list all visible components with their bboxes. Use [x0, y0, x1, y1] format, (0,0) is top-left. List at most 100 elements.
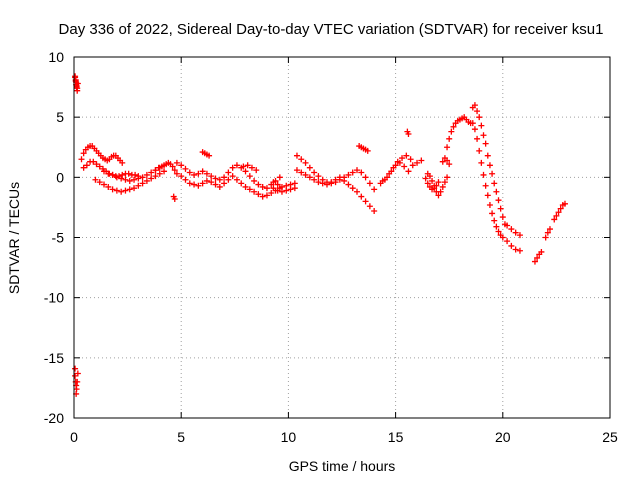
data-point [229, 164, 236, 171]
data-point [362, 174, 369, 181]
data-point [336, 174, 343, 181]
data-point [493, 188, 500, 195]
data-point [105, 183, 112, 190]
data-point [276, 174, 283, 181]
x-tick-label: 0 [70, 429, 78, 445]
data-point [255, 181, 262, 188]
x-axis-label: GPS time / hours [289, 458, 396, 474]
data-point [504, 222, 511, 229]
data-point [186, 180, 193, 187]
data-point [182, 165, 189, 172]
data-point [553, 212, 560, 219]
data-point [251, 188, 258, 195]
data-point [195, 182, 202, 189]
data-point [109, 171, 116, 178]
data-point [171, 195, 178, 202]
data-point [118, 175, 125, 182]
axis-ticks: 0 5 10 15 20 25 -20 -15 -10 -5 0 5 10 [44, 49, 618, 445]
data-point [302, 159, 309, 166]
data-point [206, 152, 213, 159]
data-point [270, 185, 277, 192]
data-point [195, 170, 202, 177]
data-point [242, 183, 249, 190]
x-tick-label: 20 [495, 429, 511, 445]
data-point [203, 170, 210, 177]
data-point [422, 175, 429, 182]
data-point [105, 170, 112, 177]
data-point [259, 193, 266, 200]
data-point [388, 168, 395, 175]
y-tick-label: -5 [52, 230, 65, 246]
data-point [306, 174, 313, 181]
data-point [178, 173, 185, 180]
data-point [216, 183, 223, 190]
data-point [169, 163, 176, 170]
data-point [495, 228, 502, 235]
data-point [516, 247, 523, 254]
data-point [366, 203, 373, 210]
data-point [497, 205, 504, 212]
data-point [358, 193, 365, 200]
data-point [435, 192, 442, 199]
data-point [229, 173, 236, 180]
data-point [544, 229, 551, 236]
data-point [152, 167, 159, 174]
data-point [444, 174, 451, 181]
data-point [431, 182, 438, 189]
data-point [78, 156, 85, 163]
data-point [405, 168, 412, 175]
data-point [253, 167, 260, 174]
data-point [178, 162, 185, 169]
data-point [512, 246, 519, 253]
data-point [126, 177, 133, 184]
data-point [248, 164, 255, 171]
data-point [274, 187, 281, 194]
data-point [561, 200, 568, 207]
x-tick-label: 15 [388, 429, 404, 445]
y-tick-label: -15 [44, 350, 64, 366]
x-tick-label: 10 [281, 429, 297, 445]
plot-frame [73, 56, 611, 419]
data-point [444, 144, 451, 151]
data-point [122, 176, 129, 183]
data-point [122, 187, 129, 194]
data-point [354, 167, 361, 174]
data-point [74, 370, 81, 377]
data-point [131, 176, 138, 183]
data-point [173, 159, 180, 166]
y-tick-label: 0 [56, 169, 64, 185]
data-point [298, 169, 305, 176]
data-point [101, 181, 108, 188]
data-point [439, 183, 446, 190]
y-axis-label: SDTVAR / TECUs [6, 182, 22, 294]
data-point [287, 186, 294, 193]
data-point [401, 163, 408, 170]
data-point [396, 159, 403, 166]
data-point [512, 229, 519, 236]
data-point [293, 167, 300, 174]
data-point [429, 177, 436, 184]
data-point [221, 174, 228, 181]
data-point [538, 248, 545, 255]
data-point [143, 171, 150, 178]
data-point [403, 152, 410, 159]
data-point [135, 182, 142, 189]
data-point [379, 177, 386, 184]
y-tick-label: 5 [56, 109, 64, 125]
data-point [480, 171, 487, 178]
data-point [508, 242, 515, 249]
data-point [186, 169, 193, 176]
data-point [291, 185, 298, 192]
data-point [263, 185, 270, 192]
data-point [161, 168, 168, 175]
data-point [125, 170, 132, 177]
data-point [139, 180, 146, 187]
data-point [191, 171, 198, 178]
data-point [489, 170, 496, 177]
data-point [551, 216, 558, 223]
data-point [306, 164, 313, 171]
x-tick-label: 25 [602, 429, 618, 445]
data-point [240, 163, 247, 170]
data-point [315, 179, 322, 186]
